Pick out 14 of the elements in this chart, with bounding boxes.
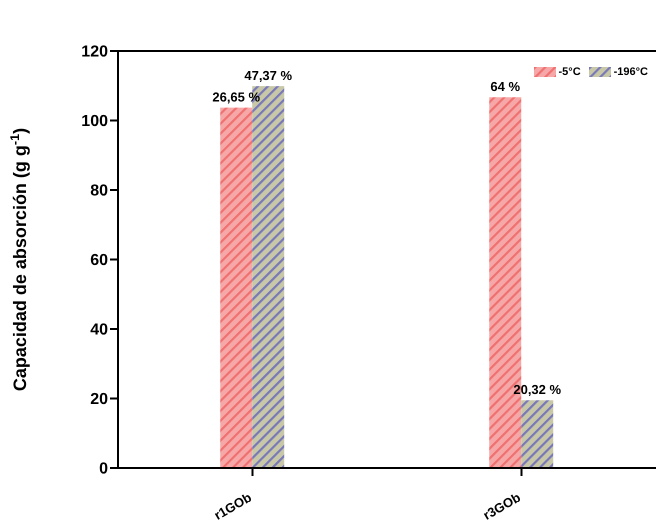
annotation: 26,65 %: [212, 90, 261, 105]
y-tick-label: 60: [90, 252, 108, 270]
annotation: 47,37 %: [244, 68, 293, 84]
y-tick-label: 40: [90, 322, 108, 339]
legend-label: -196°C: [612, 66, 648, 78]
legend-label: -5°C: [558, 66, 581, 78]
y-tick-label: 20: [90, 391, 108, 408]
y-tick-label: 0: [99, 460, 108, 478]
bar: [521, 400, 554, 468]
y-tick-label: 120: [81, 44, 108, 61]
y-tick-label: 80: [90, 182, 108, 200]
annotation: 64 %: [490, 79, 520, 94]
y-tick-label: 100: [81, 113, 108, 130]
bar: [220, 108, 252, 468]
